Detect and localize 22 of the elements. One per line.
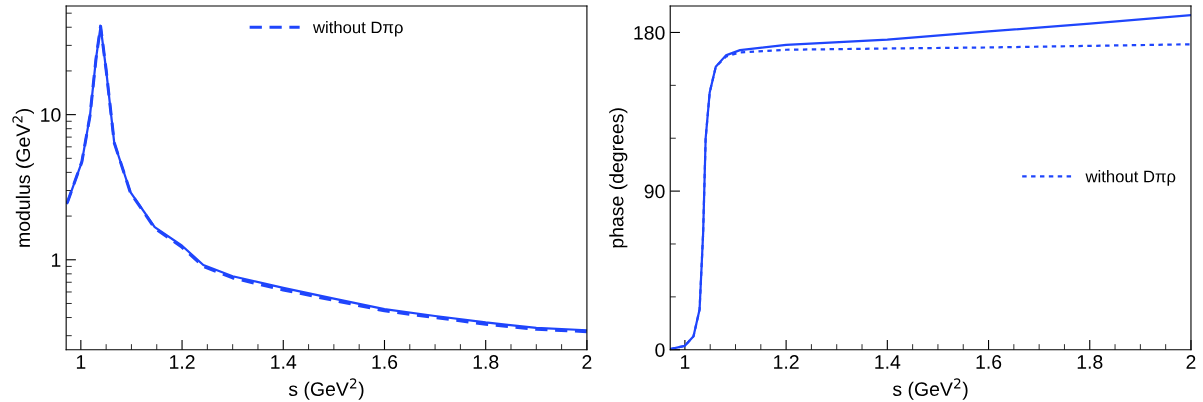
x-tick-label: 1 [680,355,690,369]
y-tick-label: 90 [644,184,665,199]
legend-label: without Dπρ [1085,170,1176,186]
y-tick-label: 180 [634,25,665,40]
x-axis-title: s (GeV$^{2}$) [288,378,364,400]
x-tick-label: 1.8 [1077,355,1103,369]
y-axis-title: phase (degrees) [609,108,628,248]
x-axis-title: s (GeV$^{2}$) [892,378,968,400]
x-tick-label: 1 [76,355,86,369]
x-tick-label: 1.8 [473,355,499,369]
y-tick-label: 10 [41,108,61,122]
x-tick-label: 1.6 [372,355,398,369]
y-axis-title: modulus (GeV$^{2}$) [12,109,34,247]
y-tick-label: 0 [655,343,665,357]
x-tick-label: 2 [1186,355,1196,369]
x-tick-label: 1.4 [271,355,297,369]
x-tick-label: 2 [582,355,592,369]
x-tick-label: 1.2 [170,355,195,369]
x-tick-label: 1.2 [774,355,799,369]
x-tick-label: 1.6 [976,355,1002,369]
legend-label: without Dπρ [312,21,403,37]
x-tick-label: 1.4 [875,355,901,369]
